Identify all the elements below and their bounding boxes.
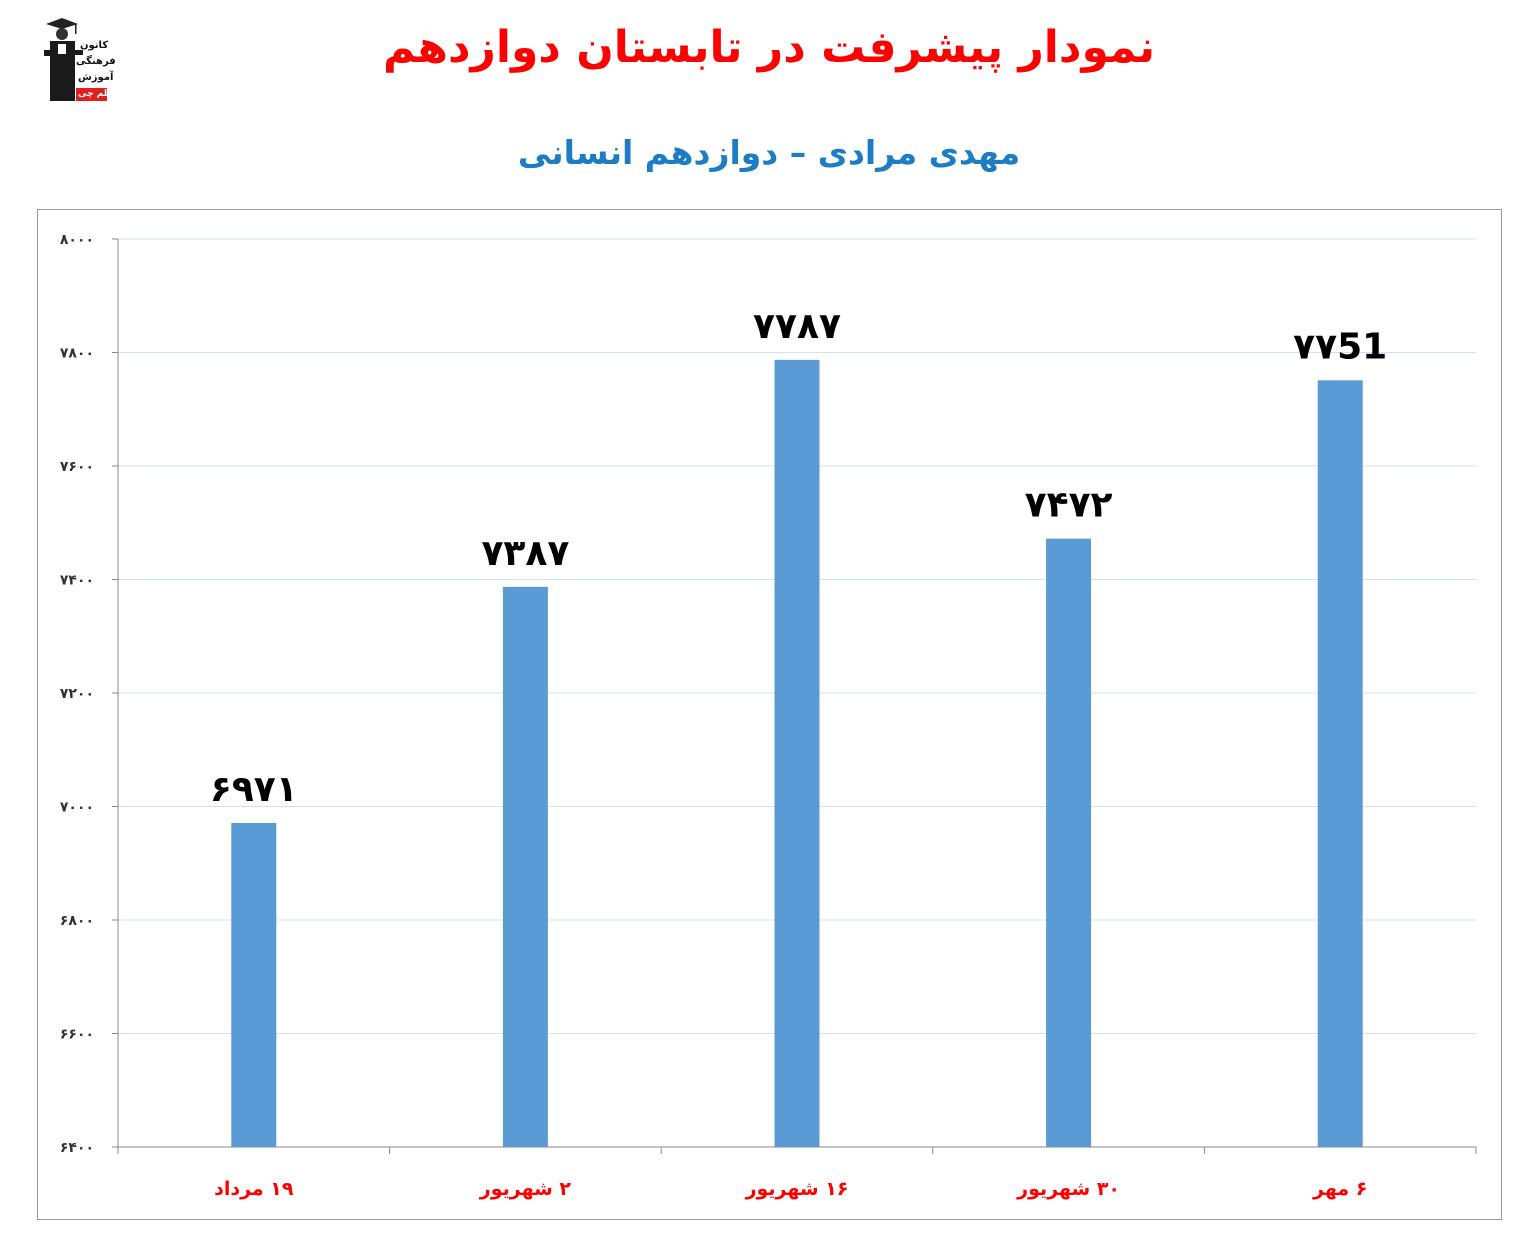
x-category-label: ۱۹ مرداد bbox=[214, 1178, 294, 1200]
data-label: ۷۳۸۷ bbox=[481, 533, 569, 574]
x-category-label: ۳۰ شهریور bbox=[1016, 1178, 1120, 1200]
y-tick-label: ۶۸۰۰ bbox=[60, 913, 94, 929]
bar bbox=[774, 359, 820, 1147]
bar bbox=[1317, 380, 1363, 1147]
bar bbox=[502, 586, 548, 1147]
y-tick-label: ۷۶۰۰ bbox=[60, 459, 94, 475]
data-label: ۷۷۸۷ bbox=[753, 306, 841, 347]
y-tick-label: ۸۰۰۰ bbox=[60, 232, 94, 248]
x-category-label: ۱۶ شهریور bbox=[745, 1178, 849, 1200]
y-tick-label: ۷۲۰۰ bbox=[60, 686, 94, 702]
y-tick-label: ۷۴۰۰ bbox=[60, 573, 94, 589]
y-tick-label: ۶۶۰۰ bbox=[60, 1027, 94, 1043]
data-label: ۷۴۷۲ bbox=[1025, 485, 1113, 526]
logo-text-2: فرهنگی bbox=[76, 56, 116, 67]
bar bbox=[1046, 538, 1092, 1147]
y-tick-label: ۶۴۰۰ bbox=[60, 1140, 94, 1156]
logo-text-4: قلم چی bbox=[78, 89, 114, 99]
graduate-figure-icon bbox=[44, 18, 107, 101]
bar bbox=[231, 822, 277, 1147]
x-category-label: ۶ مهر bbox=[1312, 1178, 1367, 1200]
y-tick-label: ۷۰۰۰ bbox=[60, 800, 94, 816]
y-tick-label: ۷۸۰۰ bbox=[60, 346, 94, 362]
chart-title: نمودار پیشرفت در تابستان دوازدهم bbox=[382, 22, 1156, 73]
data-label: ۶۹۷۱ bbox=[210, 769, 298, 810]
x-category-label: ۲ شهریور bbox=[479, 1178, 572, 1200]
logo-text-1: کانون bbox=[80, 40, 109, 51]
logo-text-3: آموزش bbox=[78, 72, 114, 83]
logo: کانون فرهنگی آموزش قلم چی bbox=[40, 14, 120, 106]
chart-frame bbox=[37, 209, 1502, 1220]
data-label: ۷۷51 bbox=[1293, 326, 1387, 367]
chart-subtitle: مهدی مرادی – دوازدهم انسانی bbox=[517, 133, 1021, 172]
